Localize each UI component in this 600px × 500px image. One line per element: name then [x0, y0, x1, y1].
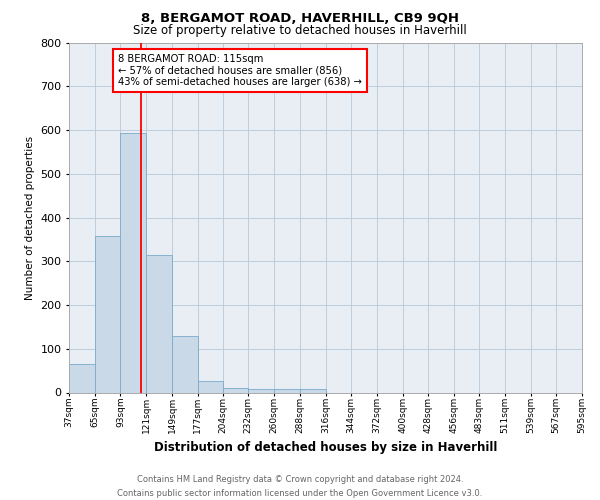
Bar — [95, 236, 121, 392]
Text: Size of property relative to detached houses in Haverhill: Size of property relative to detached ho… — [133, 24, 467, 37]
Bar — [69, 364, 95, 392]
Bar — [223, 388, 248, 392]
Bar — [248, 389, 274, 392]
Y-axis label: Number of detached properties: Number of detached properties — [25, 136, 35, 300]
Bar — [198, 380, 223, 392]
Bar — [172, 336, 198, 392]
Text: 8 BERGAMOT ROAD: 115sqm
← 57% of detached houses are smaller (856)
43% of semi-d: 8 BERGAMOT ROAD: 115sqm ← 57% of detache… — [118, 54, 362, 87]
Bar — [274, 389, 300, 392]
Bar — [146, 255, 172, 392]
Bar — [300, 389, 325, 392]
Text: Contains HM Land Registry data © Crown copyright and database right 2024.
Contai: Contains HM Land Registry data © Crown c… — [118, 476, 482, 498]
X-axis label: Distribution of detached houses by size in Haverhill: Distribution of detached houses by size … — [154, 442, 497, 454]
Text: 8, BERGAMOT ROAD, HAVERHILL, CB9 9QH: 8, BERGAMOT ROAD, HAVERHILL, CB9 9QH — [141, 12, 459, 25]
Bar — [121, 133, 146, 392]
